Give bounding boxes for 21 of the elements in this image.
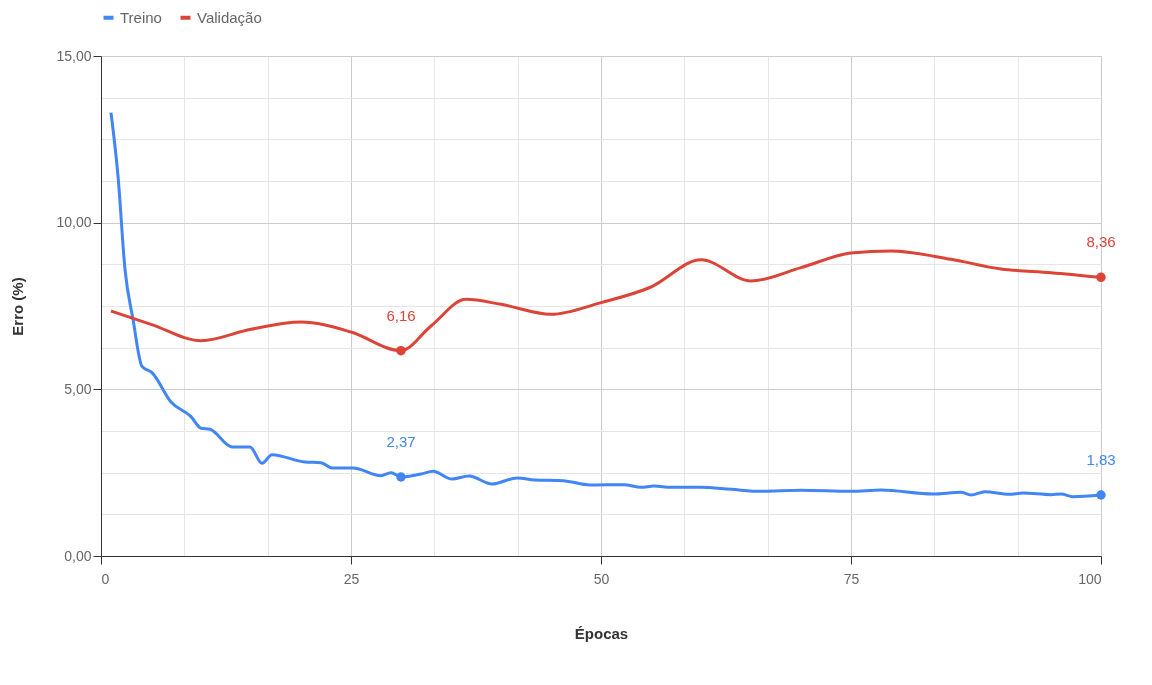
x-axis-title: Épocas <box>574 624 629 642</box>
point <box>396 472 406 482</box>
legend-label: Validação <box>197 8 262 26</box>
legend-label: Treino <box>120 8 162 26</box>
point <box>1096 490 1106 500</box>
data-label: 2,37 <box>386 433 416 450</box>
x-tick-label: 25 <box>343 570 360 587</box>
x-tick-label: 75 <box>843 570 860 587</box>
x-tick-label: 50 <box>593 570 610 587</box>
data-label: 8,36 <box>1086 233 1116 251</box>
x-tick-label: 100 <box>1078 570 1102 587</box>
data-label: 1,83 <box>1086 451 1116 468</box>
y-axis-title: Erro (%) <box>9 277 27 336</box>
y-tick-label: 0,00 <box>64 547 92 564</box>
point <box>396 345 406 356</box>
y-tick-label: 5,00 <box>64 380 92 397</box>
point <box>1096 272 1106 283</box>
data-label: 6,16 <box>386 306 416 324</box>
y-tick-label: 15,00 <box>56 47 92 64</box>
x-tick-label: 0 <box>101 570 110 587</box>
y-tick-label: 10,00 <box>56 214 92 231</box>
